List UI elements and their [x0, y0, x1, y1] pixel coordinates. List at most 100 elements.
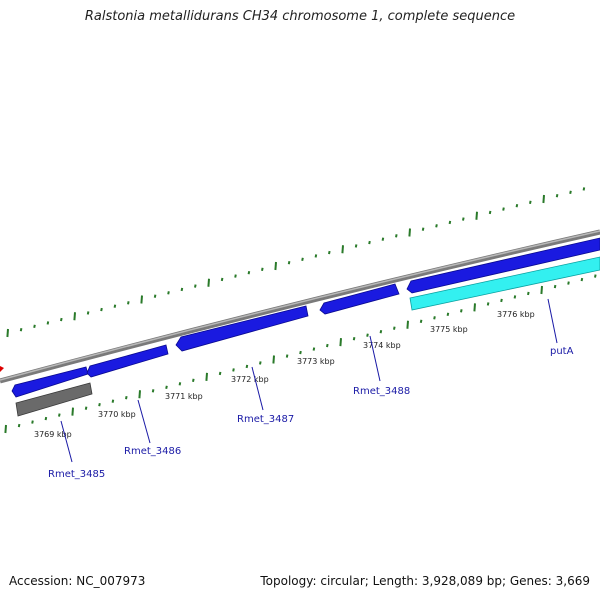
tick-mark — [261, 267, 264, 272]
kbp-label: 3773 kbp — [297, 357, 335, 366]
tick-mark — [17, 423, 21, 428]
tick-mark — [419, 319, 423, 323]
tick-mark — [448, 220, 452, 225]
gene-arrow[interactable] — [319, 283, 400, 315]
tick-mark — [234, 274, 237, 278]
tick-mark — [44, 416, 48, 421]
tick-mark — [553, 284, 557, 289]
tick-mark — [500, 298, 503, 303]
tick-mark — [301, 257, 304, 261]
tick-mark — [488, 210, 492, 215]
tick-mark — [446, 312, 450, 317]
kbp-label-group: 3769 kbp 3770 kbp 3771 kbp 3772 kbp 3773… — [34, 310, 535, 439]
tick-mark — [86, 311, 90, 315]
tick-mark — [366, 333, 369, 337]
gene-label[interactable]: Rmet_3488 — [353, 386, 410, 397]
tick-mark — [433, 316, 436, 320]
tick-mark — [165, 385, 168, 389]
tick-mark — [207, 278, 210, 287]
tick-mark — [435, 224, 438, 228]
highlight-gene-arrow[interactable] — [409, 256, 600, 311]
tick-mark — [272, 355, 275, 364]
tick-mark — [326, 343, 329, 348]
gene-arrow[interactable] — [86, 344, 169, 378]
tick-mark — [60, 317, 63, 322]
tick-mark — [127, 301, 130, 305]
kbp-label: 3772 kbp — [231, 375, 269, 384]
tick-mark — [194, 284, 197, 288]
tick-mark — [381, 237, 385, 241]
tick-mark — [339, 338, 342, 347]
tick-mark — [540, 285, 543, 295]
tick-mark — [462, 217, 465, 221]
tick-mark — [341, 245, 344, 254]
tick-mark — [259, 361, 262, 365]
pseudo-gene-arrow[interactable] — [15, 382, 93, 417]
tick-mark — [285, 354, 289, 358]
gene-label[interactable]: Rmet_3486 — [124, 446, 181, 457]
tick-mark — [84, 406, 88, 410]
tick-mark — [486, 302, 490, 306]
tick-mark — [287, 260, 291, 265]
map-title: Ralstonia metallidurans CH34 chromosome … — [84, 9, 516, 24]
tick-mark — [421, 227, 425, 231]
tick-mark — [46, 321, 50, 325]
tick-mark — [274, 261, 277, 271]
accession-text: Accession: NC_007973 — [9, 574, 146, 588]
tick-mark — [580, 277, 584, 282]
tick-mark — [138, 390, 141, 399]
tick-mark — [4, 424, 7, 434]
tick-mark — [232, 368, 235, 372]
tick-mark — [475, 211, 478, 220]
tick-mark — [368, 240, 371, 245]
tick-mark — [205, 372, 208, 381]
gene-label[interactable]: Rmet_3485 — [48, 469, 105, 480]
chromosome-backbone — [0, 229, 600, 384]
tick-mark — [513, 295, 517, 299]
tick-mark — [192, 378, 195, 383]
tick-mark — [125, 396, 128, 400]
tick-mark — [111, 399, 115, 403]
kbp-label: 3776 kbp — [497, 310, 535, 319]
tick-mark — [582, 187, 586, 191]
tick-mark — [100, 307, 103, 312]
tick-mark — [408, 228, 411, 237]
forward-genes — [11, 237, 600, 398]
kbp-label: 3771 kbp — [165, 392, 203, 401]
tick-mark — [529, 200, 532, 205]
tick-mark — [71, 407, 74, 416]
tick-mark — [19, 327, 23, 332]
tick-mark — [502, 207, 505, 211]
tick-mark — [218, 371, 222, 376]
tick-mark — [569, 190, 572, 194]
gene-label[interactable]: putA — [550, 346, 574, 357]
tick-mark — [473, 303, 476, 312]
tick-mark — [314, 254, 318, 258]
gene-label[interactable]: Rmet_3487 — [237, 414, 294, 425]
tick-mark — [406, 320, 409, 329]
gene-arrow[interactable] — [406, 237, 600, 294]
kbp-label: 3774 kbp — [363, 341, 401, 350]
kbp-label: 3775 kbp — [430, 325, 468, 334]
tick-mark — [354, 244, 358, 248]
gene-label-group: Rmet_3485 Rmet_3486 Rmet_3487 Rmet_3488 … — [48, 346, 574, 480]
kbp-label: 3769 kbp — [34, 430, 72, 439]
gene-leader-lines — [60, 298, 558, 463]
tick-mark — [220, 277, 224, 282]
kbp-label: 3770 kbp — [98, 410, 136, 419]
tick-mark — [312, 347, 316, 351]
gene-arrow[interactable] — [11, 366, 89, 398]
tick-mark — [594, 274, 597, 278]
tick-mark — [328, 250, 331, 255]
tick-mark — [527, 291, 530, 296]
tick-mark — [31, 420, 34, 424]
tick-mark — [555, 193, 559, 198]
tick-mark — [140, 295, 143, 304]
tick-mark — [167, 291, 170, 295]
gene-arrow[interactable] — [175, 305, 309, 352]
tick-mark — [58, 413, 61, 417]
tick-mark — [395, 234, 398, 238]
tick-mark — [299, 350, 302, 355]
tick-mark — [515, 204, 519, 208]
